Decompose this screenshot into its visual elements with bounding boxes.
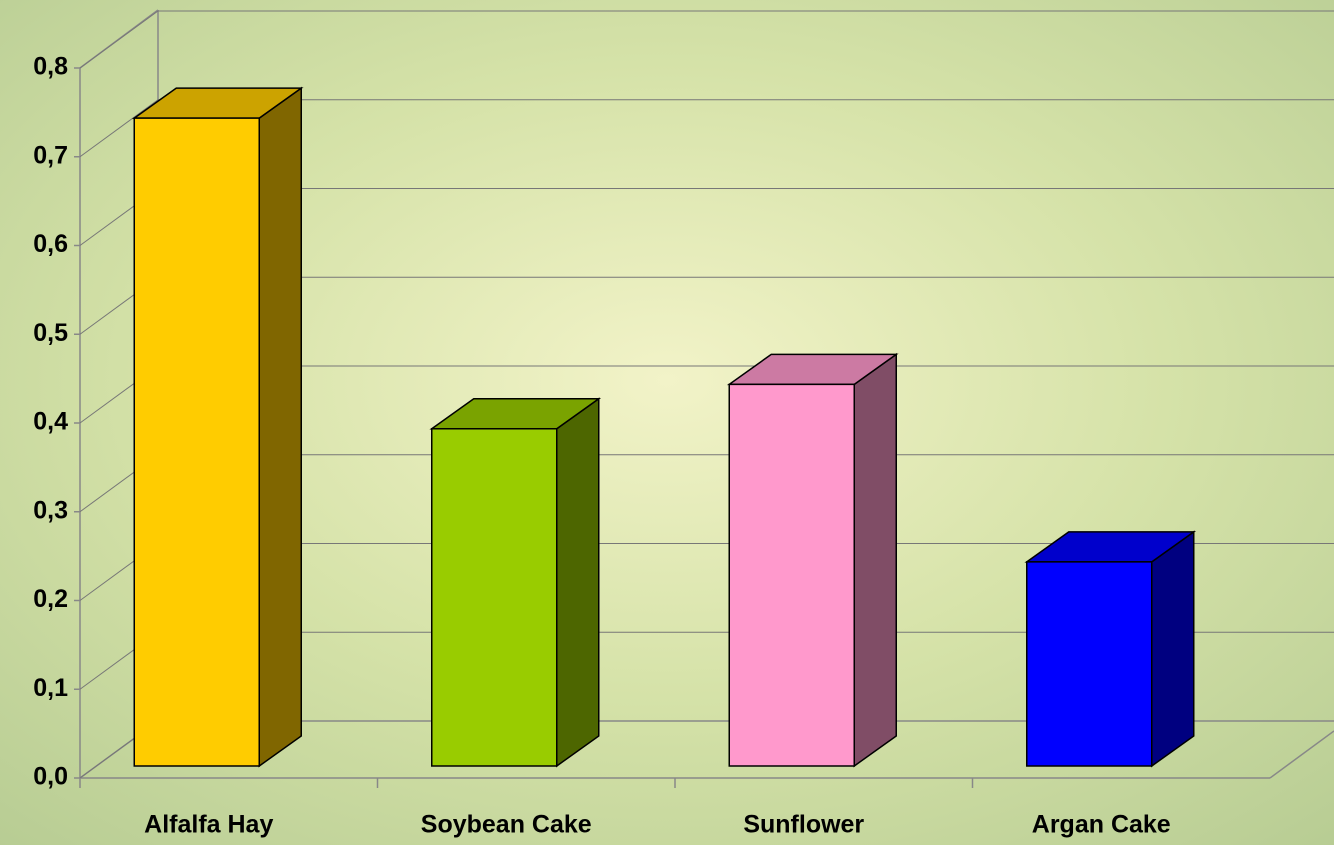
y-tick-label: 0,2	[33, 585, 68, 613]
y-tick-label: 0,3	[33, 496, 68, 524]
y-tick-label: 0,8	[33, 53, 68, 81]
bar-side	[1152, 532, 1194, 766]
bar	[729, 384, 854, 766]
x-tick-label: Alfalfa Hay	[144, 811, 273, 839]
y-tick-label: 0,4	[33, 408, 68, 436]
bar	[432, 429, 557, 766]
bar	[1027, 562, 1152, 766]
bar-side	[259, 88, 301, 766]
bar-side	[854, 354, 896, 766]
bar	[134, 118, 259, 766]
x-tick-label: Argan Cake	[1032, 811, 1171, 839]
bar-side	[557, 399, 599, 766]
y-tick-label: 0,1	[33, 674, 68, 702]
y-tick-label: 0,0	[33, 763, 68, 791]
chart: 0,0 0,1 0,2 0,3 0,4 0,5 0,6 0,7 0,8 Alfalfa Hay So…	[0, 0, 1334, 845]
y-tick-label: 0,7	[33, 141, 68, 169]
y-tick-label: 0,5	[33, 319, 68, 347]
x-tick-label: Soybean Cake	[421, 811, 592, 839]
x-tick-label: Sunflower	[743, 811, 864, 839]
y-tick-label: 0,6	[33, 230, 68, 258]
